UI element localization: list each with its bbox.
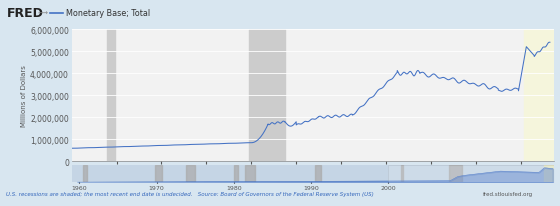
Bar — [249, 30, 285, 162]
Bar — [83, 165, 87, 182]
Bar — [245, 165, 255, 182]
Bar — [544, 165, 554, 182]
Bar — [525, 30, 554, 162]
Y-axis label: Millions of Dollars: Millions of Dollars — [21, 65, 27, 126]
Text: ⟿: ⟿ — [38, 10, 48, 16]
Bar — [185, 165, 195, 182]
Text: FRED: FRED — [7, 7, 44, 20]
Bar — [107, 30, 115, 162]
Text: Monetary Base; Total: Monetary Base; Total — [66, 9, 150, 18]
Bar — [388, 165, 554, 182]
Bar — [234, 165, 238, 182]
Bar — [315, 165, 321, 182]
Bar — [155, 165, 162, 182]
Bar — [450, 165, 461, 182]
Text: U.S. recessions are shaded; the most recent end date is undecided.   Source: Boa: U.S. recessions are shaded; the most rec… — [6, 191, 374, 196]
Bar — [400, 165, 403, 182]
Text: fred.stlouisfed.org: fred.stlouisfed.org — [483, 191, 533, 196]
